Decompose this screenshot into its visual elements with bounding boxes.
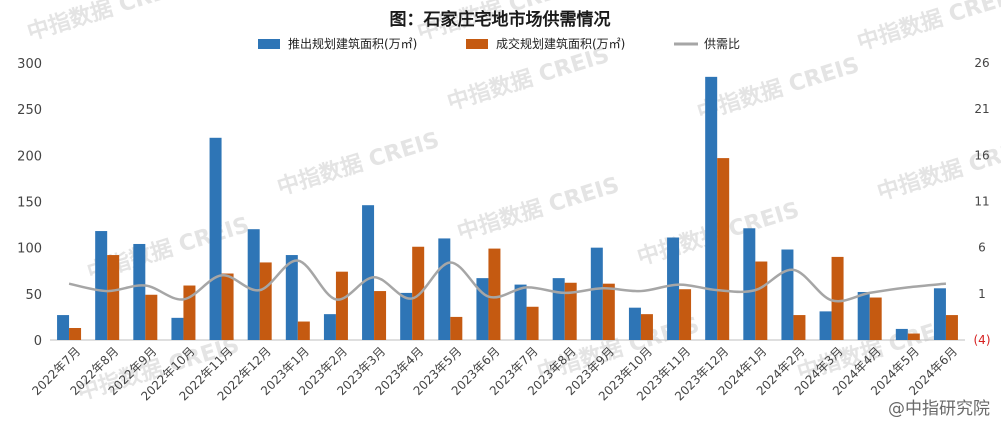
watermark-text: 中指数据 CREIS (454, 172, 622, 246)
supply-bar (743, 228, 756, 340)
transaction-bar (793, 315, 806, 340)
supply-bar (857, 291, 870, 340)
y-left-tick-label: 250 (17, 103, 42, 118)
transaction-bar (145, 294, 158, 340)
y-left-tick-label: 100 (17, 242, 42, 257)
chart-title: 图：石家庄宅地市场供需情况 (390, 9, 611, 30)
y-left-tick-label: 0 (34, 334, 42, 349)
y-right-tick-label: 26 (974, 56, 989, 70)
ratio-line-group (68, 259, 947, 303)
supply-bar (400, 292, 413, 340)
watermark-text: 中指数据 CREIS (444, 42, 612, 116)
supply-bar (133, 243, 146, 340)
legend-label: 供需比 (704, 37, 740, 51)
transaction-bar (717, 158, 730, 340)
supply-bar (57, 315, 70, 340)
supply-bar (285, 255, 298, 340)
supply-bar (552, 278, 565, 340)
legend-swatch (466, 39, 488, 49)
y-left-tick-label: 150 (17, 196, 42, 211)
supply-bar (628, 307, 641, 340)
transaction-bar (488, 248, 501, 340)
y-right-tick-label: 1 (978, 287, 986, 301)
supply-bar (590, 247, 603, 340)
supply-bar (667, 237, 680, 340)
y-left-tick-label: 300 (17, 57, 42, 72)
transaction-bar (69, 327, 82, 340)
watermark-text: 中指数据 CREIS (274, 127, 442, 201)
legend-label: 成交规划建筑面积(万㎡) (496, 36, 625, 51)
supply-bar (895, 328, 908, 340)
transaction-bar (374, 291, 387, 340)
transaction-bar (335, 271, 348, 340)
transaction-bar (221, 273, 234, 340)
transaction-bar (259, 262, 272, 340)
transaction-bar (297, 321, 310, 340)
supply-bar (323, 314, 336, 340)
transaction-bar (755, 261, 768, 340)
supply-bar (95, 231, 108, 340)
supply-bar (362, 205, 375, 340)
axes: 050100150200250300(4)16111621262022年7月20… (17, 56, 990, 403)
y-left-tick-label: 50 (25, 288, 42, 303)
transaction-bar (412, 246, 425, 340)
ratio-line (68, 259, 947, 303)
watermark-text: 中指数据 CREIS (24, 0, 192, 46)
y-right-tick-label: 11 (974, 195, 989, 209)
transaction-bar (945, 315, 958, 340)
transaction-bar (107, 255, 120, 340)
transaction-bar (679, 289, 692, 340)
supply-bar (438, 238, 451, 340)
y-right-tick-label: 16 (974, 148, 989, 162)
supply-bar (781, 249, 794, 340)
supply-bar (209, 137, 222, 340)
transaction-bar (602, 283, 615, 340)
watermark-text: 中指数据 CREIS (854, 0, 1001, 56)
y-right-tick-label: (4) (974, 333, 991, 347)
legend-label: 推出规划建筑面积(万㎡) (288, 36, 417, 51)
supply-bar (705, 76, 718, 340)
transaction-bar (831, 256, 844, 340)
source-label: @中指研究院 (888, 399, 990, 419)
transaction-bar (564, 282, 577, 340)
supply-bar (247, 229, 260, 340)
supply-bar (514, 284, 527, 340)
watermark-text: 中指数据 CREIS (694, 52, 862, 126)
transaction-bar (907, 333, 920, 340)
y-left-tick-label: 200 (17, 149, 42, 164)
y-right-tick-label: 6 (978, 241, 986, 255)
transaction-bar (869, 297, 882, 340)
transaction-bar (450, 316, 463, 340)
supply-bar (933, 288, 946, 340)
y-right-tick-label: 21 (974, 102, 989, 116)
supply-bar (171, 317, 184, 340)
supply-bar (819, 311, 832, 340)
legend-swatch (258, 39, 280, 49)
legend: 推出规划建筑面积(万㎡) 成交规划建筑面积(万㎡) 供需比 (258, 36, 740, 51)
transaction-bar (526, 306, 539, 340)
bars-group (57, 76, 958, 340)
transaction-bar (640, 314, 653, 340)
